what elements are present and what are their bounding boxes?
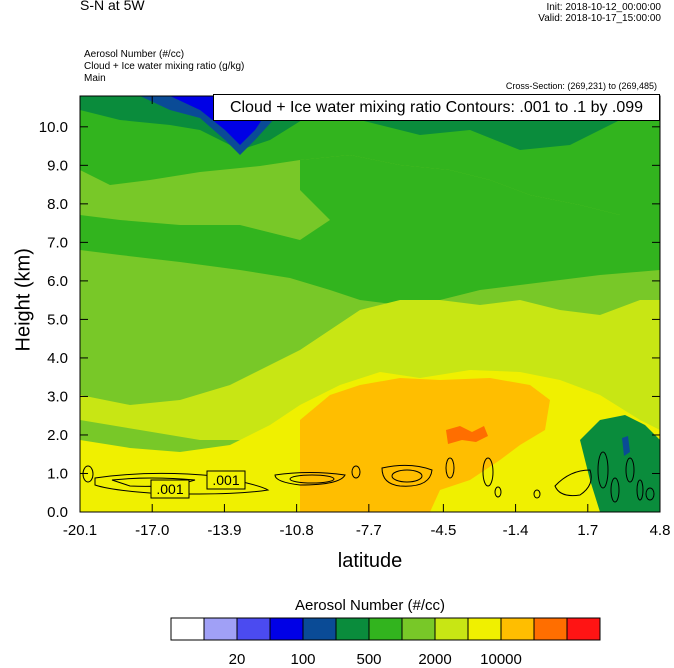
init-time: Init: 2018-10-12_00:00:00 [546,2,661,13]
contour-line [482,457,494,487]
contour-line [645,487,655,501]
colorbar-cell [533,617,568,641]
x-tick-label: -1.4 [503,522,529,539]
contour-line [274,472,346,486]
y-tick-label: 7.0 [47,234,68,251]
heatmap-field [80,96,660,512]
contour-label: .001 [156,481,183,497]
colorbar: 20 100 500 2000 10000 [170,617,601,668]
contour-info-box: Cloud + Ice water mixing ratio Contours:… [213,94,660,121]
y-tick-label: 10.0 [39,119,68,136]
contour-line [636,479,644,501]
field-region [580,415,660,512]
colorbar-cell [203,617,238,641]
x-axis-title: latitude [337,550,403,572]
contour-label-box [150,479,190,499]
y-tick-label: 1.0 [47,465,68,482]
colorbar-cell [566,617,601,641]
y-tick-label: 2.0 [47,427,68,444]
y-tick-label: 4.0 [47,350,68,367]
contour-line [82,465,94,483]
contour-line [597,451,609,489]
field-region [622,436,630,456]
x-tick-label: -20.1 [63,522,97,539]
contour-labels: .001 .001 [150,470,246,499]
colorbar-cell [269,617,304,641]
colorbar-cell [302,617,337,641]
colorbar-cell [401,617,436,641]
y-axis: 0.0 1.0 2.0 3.0 4.0 5.0 6.0 7.0 8.0 9.0 10.0 [39,119,660,521]
field-cloud-ice: Cloud + Ice water mixing ratio (g/kg) [84,61,245,72]
field-aerosol: Aerosol Number (#/cc) [84,49,185,60]
field-main: Main [84,73,106,84]
x-tick-label: -17.0 [135,522,169,539]
contour-line [289,474,335,484]
x-tick-label: -10.8 [280,522,314,539]
y-tick-label: 3.0 [47,388,68,405]
contour-line [494,486,502,498]
colorbar-cell [500,617,535,641]
contour-label: .001 [212,472,239,488]
colorbar-title: Aerosol Number (#/cc) [294,597,446,614]
contour-label-box [206,470,246,490]
contour-line [391,469,423,483]
x-tick-label: 1.7 [577,522,598,539]
main-title: S-N at 5W [80,0,145,13]
x-tick-label: -4.5 [430,522,456,539]
colorbar-cell [368,617,403,641]
contour-line [111,477,196,487]
y-tick-label: 8.0 [47,196,68,213]
contour-line [533,489,541,499]
y-tick-label: 6.0 [47,273,68,290]
colorbar-label: 2000 [418,651,451,668]
contour-line [610,477,620,503]
colorbar-label: 500 [356,651,381,668]
x-axis: -20.1 -17.0 -13.9 -10.8 -7.7 -4.5 -1.4 1.7 4.8 [63,96,671,539]
contour-line [94,472,270,495]
field-region [300,378,550,512]
field-region [80,155,660,305]
y-tick-label: 0.0 [47,504,68,521]
cross-section-label: Cross-Section: (269,231) to (269,485) [505,81,657,91]
colorbar-cell [335,617,370,641]
field-region [446,426,488,444]
contour-lines [82,451,655,503]
contour-line [625,457,635,483]
colorbar-label: 20 [229,651,246,668]
colorbar-cell [236,617,271,641]
y-axis-title: Height (km) [12,248,35,352]
contour-line [554,469,592,497]
colorbar-cell [434,617,469,641]
contour-line [445,457,455,479]
y-tick-label: 9.0 [47,157,68,174]
y-tick-label: 5.0 [47,311,68,328]
x-tick-label: -13.9 [207,522,241,539]
colorbar-cell [170,617,205,641]
contour-line [381,464,433,487]
colorbar-cell [467,617,502,641]
colorbar-label: 10000 [480,651,522,668]
valid-time: Valid: 2018-10-17_15:00:00 [538,13,661,24]
colorbar-label: 100 [290,651,315,668]
x-tick-label: -7.7 [356,522,382,539]
contour-line [351,465,361,479]
x-tick-label: 4.8 [650,522,671,539]
